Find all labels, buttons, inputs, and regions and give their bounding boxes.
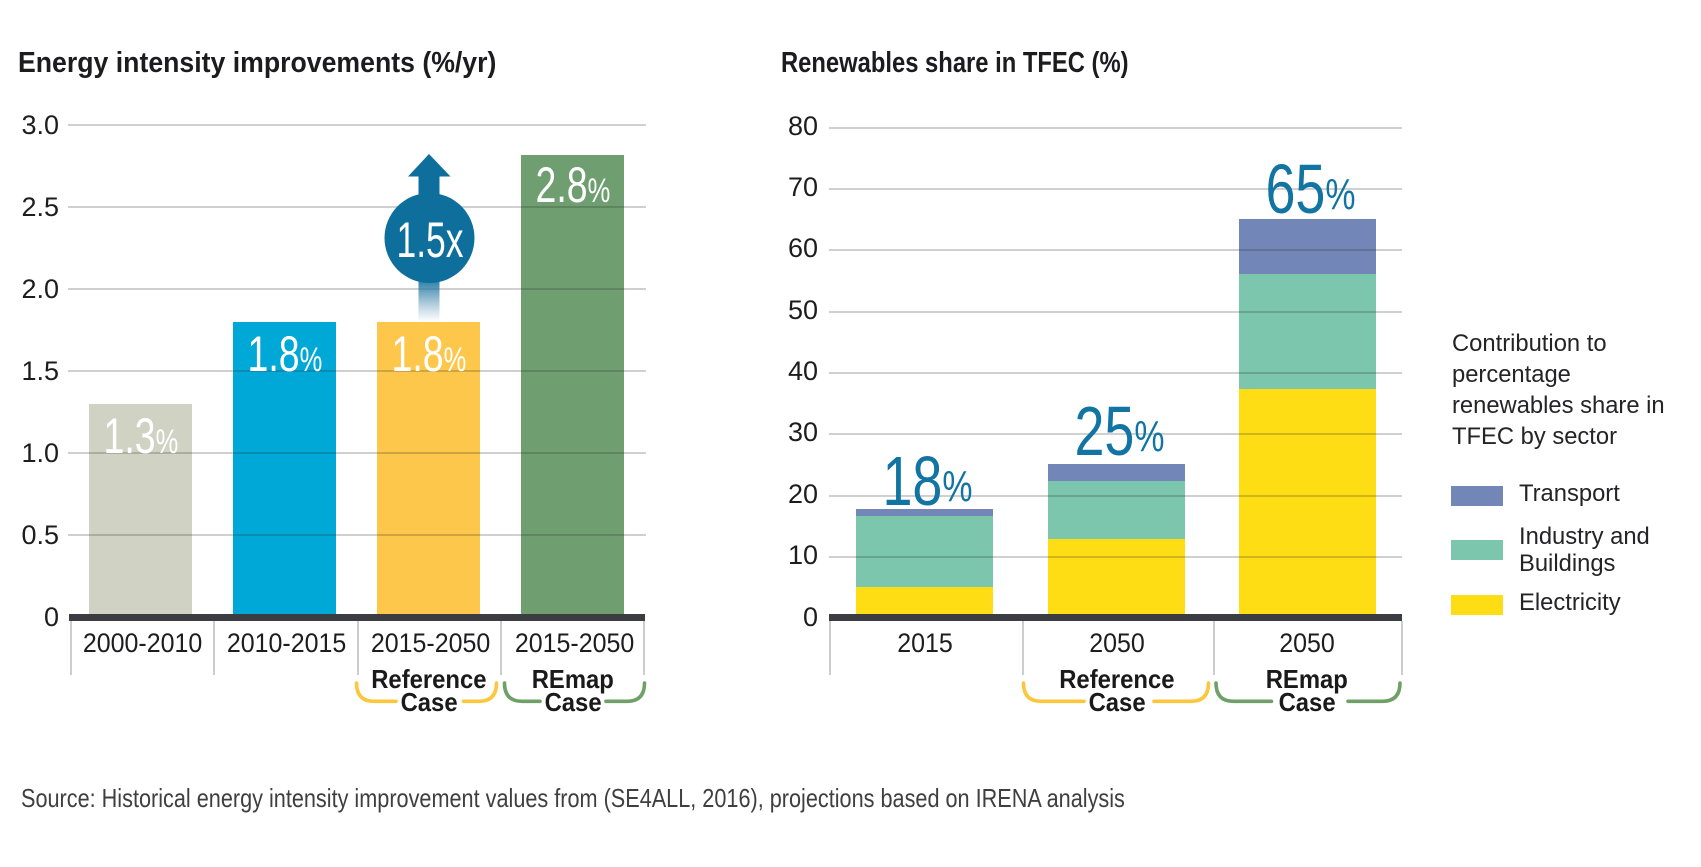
svg-text:1.5x: 1.5x [397, 212, 464, 268]
